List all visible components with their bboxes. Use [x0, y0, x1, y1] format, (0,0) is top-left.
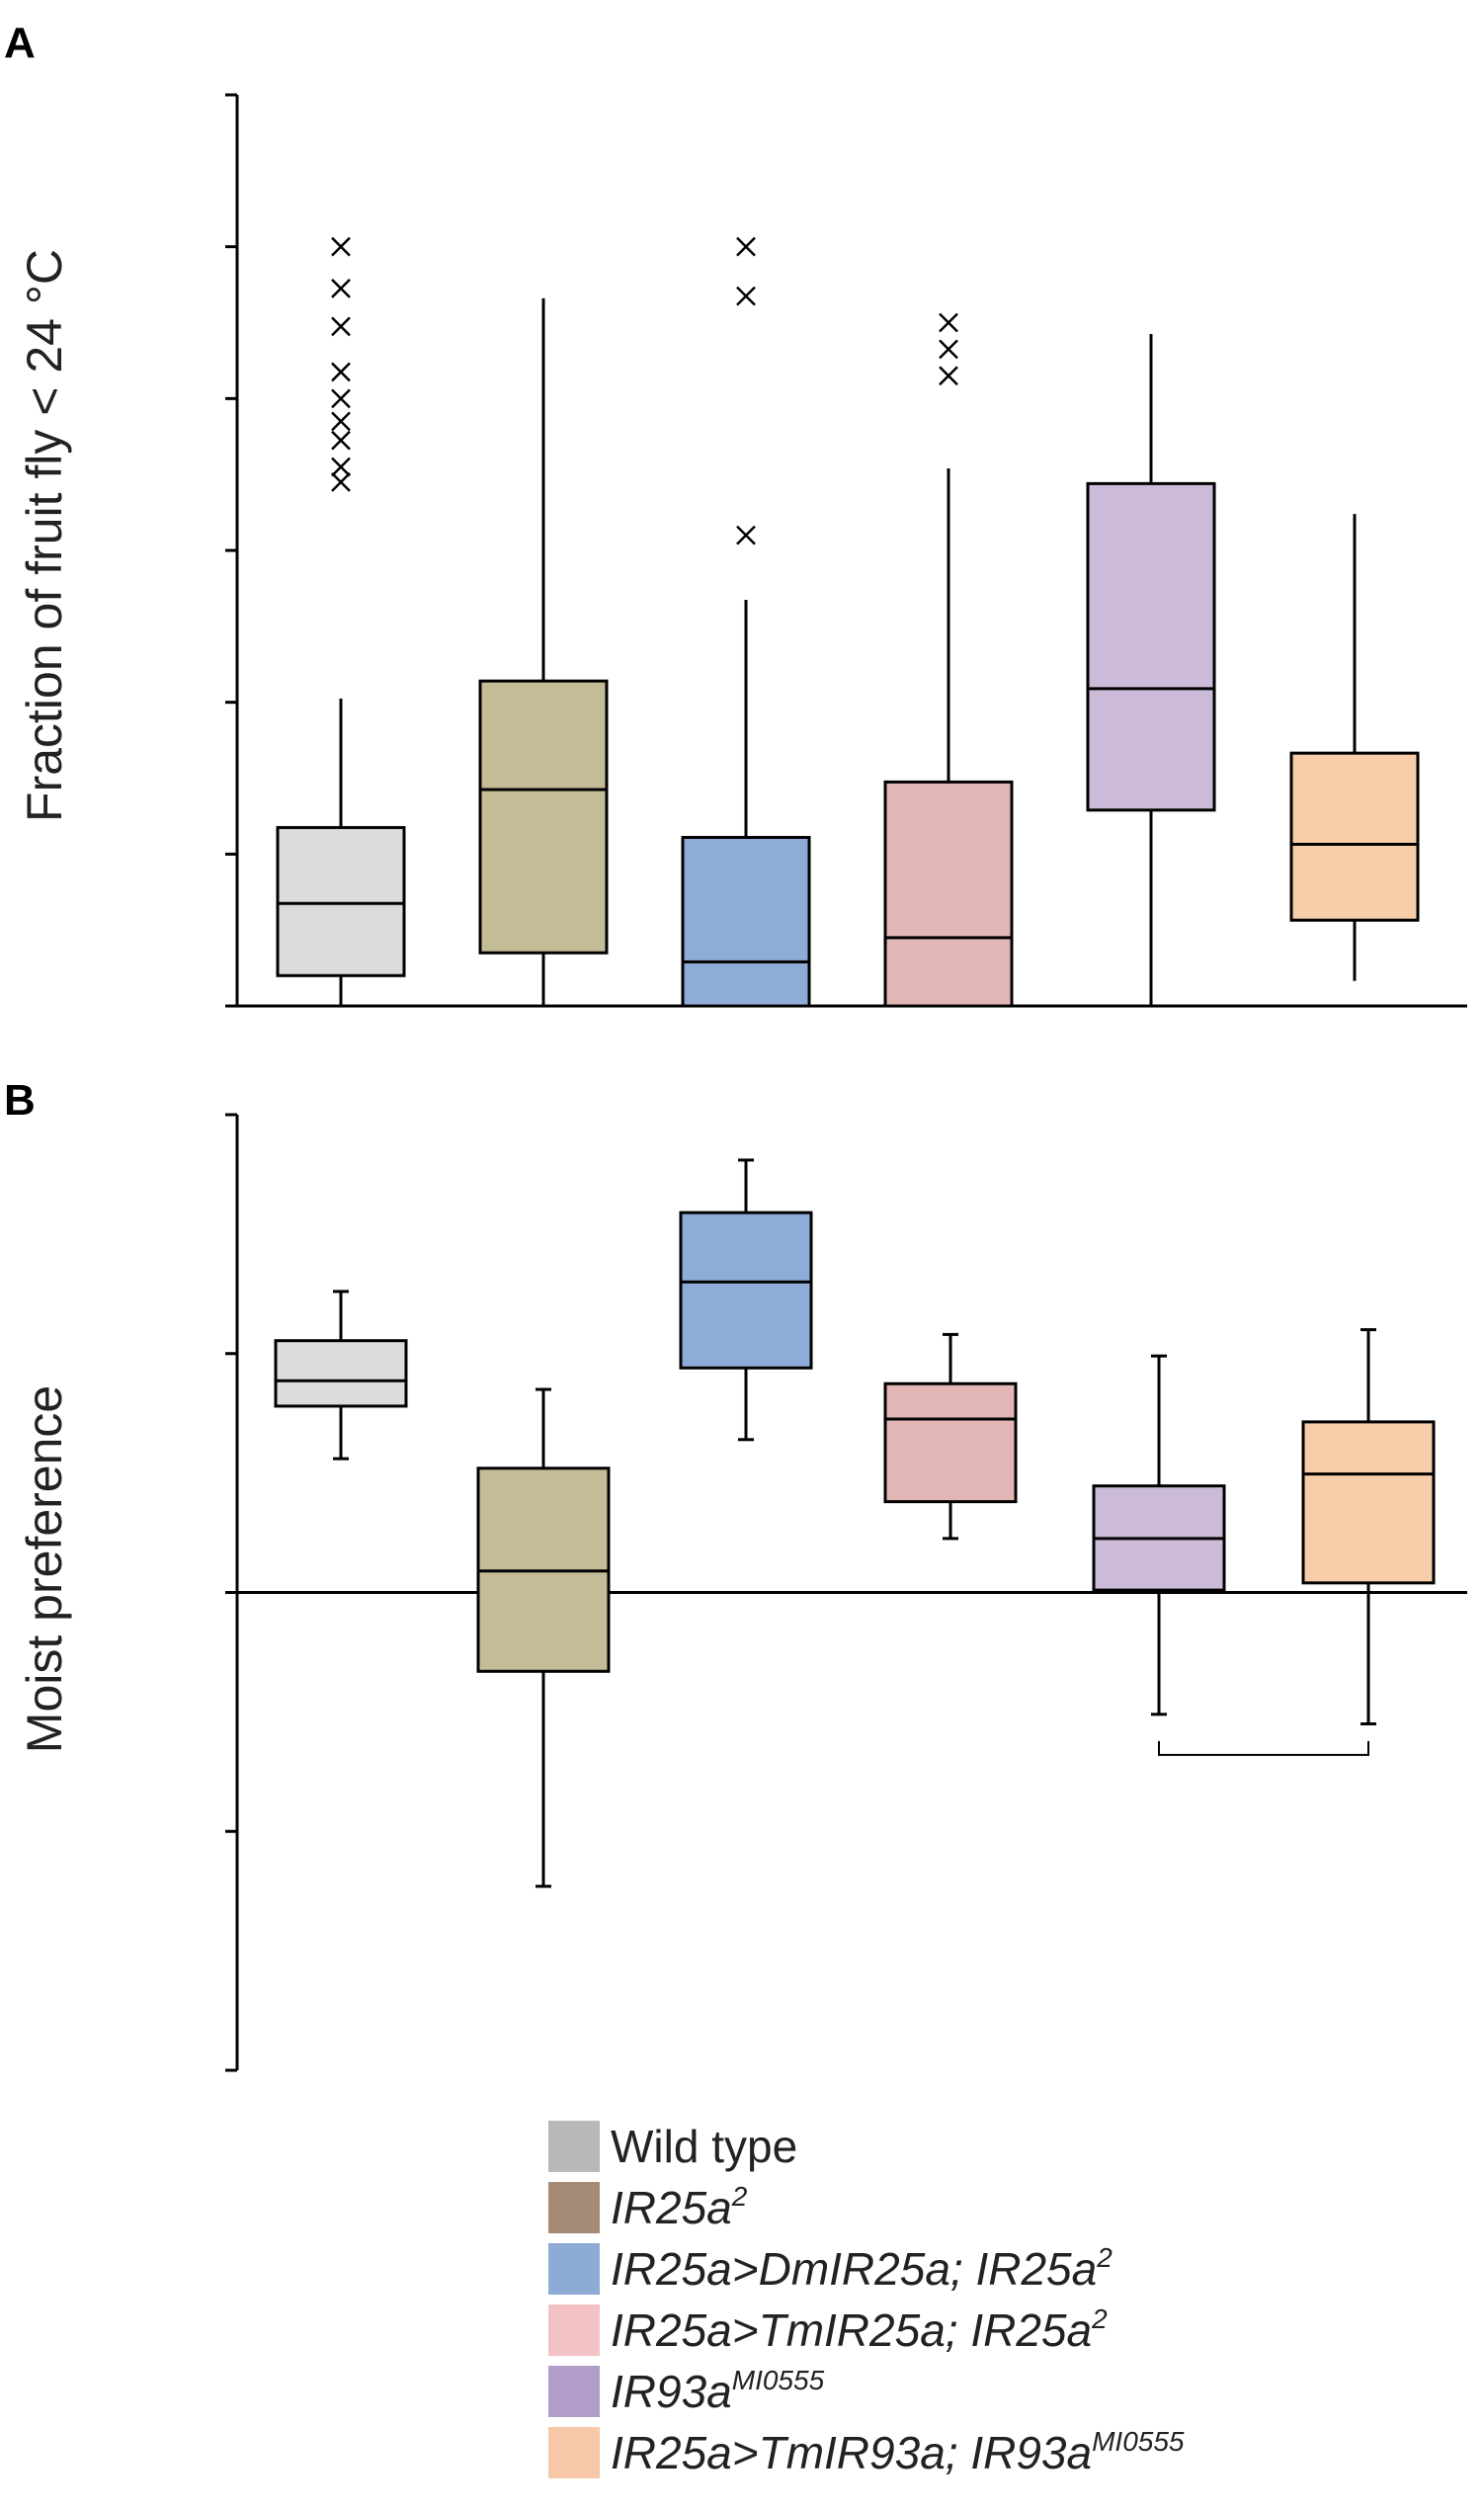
- outlier-stroke: [331, 236, 351, 257]
- box-dm-ir25a: [681, 236, 811, 1008]
- box-tm-ir25a: [883, 312, 1014, 1008]
- outlier-marker: [331, 388, 351, 409]
- legend-item-tm-ir25a: IR25a>TmIR25a; IR25a2: [548, 2303, 1108, 2356]
- outlier-stroke: [331, 457, 351, 477]
- legend-label-superscript: MI0555: [732, 2365, 825, 2395]
- box-iqr: [1301, 1420, 1436, 1585]
- panel-a-y-axis-label: Fraction of fruit fly < 24 °C: [17, 249, 72, 822]
- box-iqr: [276, 825, 406, 977]
- legend-swatch: [548, 2121, 600, 2172]
- panel-a: A Fraction of fruit fly < 24 °C: [4, 19, 1467, 1008]
- comparison-bracket: [1158, 1740, 1369, 1756]
- outlier-marker: [736, 525, 756, 545]
- panel-a-label: A: [4, 19, 36, 67]
- legend-swatch: [548, 2366, 600, 2417]
- legend-label-text: IR25a: [611, 2182, 732, 2233]
- outlier-marker: [331, 362, 351, 382]
- box-tm-ir93a: [1289, 514, 1420, 981]
- outlier-marker: [331, 471, 351, 492]
- outlier-stroke: [331, 411, 351, 432]
- box-tm-ir25a: [883, 1332, 1018, 1541]
- outlier-stroke: [331, 388, 351, 409]
- outlier-marker: [331, 316, 351, 337]
- legend-label-text: IR25a>TmIR93a; IR93a: [611, 2427, 1092, 2478]
- legend-label-superscript: 2: [731, 2181, 748, 2212]
- legend-label-text: IR93a: [611, 2366, 732, 2417]
- legend-swatch: [548, 2243, 600, 2295]
- outlier-stroke: [331, 471, 351, 492]
- legend-label-superscript: 2: [1096, 2242, 1113, 2273]
- box-iqr: [681, 835, 811, 1008]
- outlier-marker: [939, 312, 958, 333]
- outlier-stroke: [331, 279, 351, 298]
- outlier-stroke: [736, 236, 756, 257]
- outlier-stroke: [939, 312, 958, 333]
- legend-label: IR25a>DmIR25a; IR25a2: [611, 2242, 1113, 2295]
- outlier-marker: [331, 236, 351, 257]
- legend-item-ir93a: IR93aMI0555: [548, 2365, 825, 2417]
- legend-label-text: IR25a>TmIR25a; IR25a: [611, 2304, 1092, 2356]
- legend-label: IR25a>TmIR93a; IR93aMI0555: [611, 2426, 1185, 2478]
- legend-label-superscript: 2: [1091, 2303, 1108, 2334]
- legend-label: IR25a>TmIR25a; IR25a2: [611, 2303, 1108, 2356]
- box-ir25a2: [476, 1387, 611, 1888]
- legend-item-ir25a2: IR25a2: [548, 2181, 748, 2233]
- outlier-stroke: [736, 286, 756, 306]
- outlier-marker: [331, 411, 351, 432]
- legend-item-tm-ir93a: IR25a>TmIR93a; IR93aMI0555: [548, 2426, 1185, 2478]
- panel-b: B Moist preference: [4, 1076, 1467, 2072]
- panel-b-y-axis-label: Moist preference: [17, 1385, 72, 1753]
- outlier-marker: [736, 236, 756, 257]
- outlier-marker: [939, 339, 958, 360]
- box-iqr: [679, 1211, 813, 1370]
- outlier-marker: [331, 457, 351, 477]
- box-ir93a: [1092, 1354, 1226, 1717]
- legend-swatch: [548, 2304, 600, 2356]
- box-wild-type: [276, 236, 406, 1006]
- legend-swatch: [548, 2182, 600, 2233]
- outlier-marker: [939, 366, 958, 386]
- outlier-stroke: [331, 362, 351, 382]
- legend-item-dm-ir25a: IR25a>DmIR25a; IR25a2: [548, 2242, 1113, 2295]
- box-wild-type: [274, 1290, 408, 1461]
- legend-label: Wild type: [611, 2121, 797, 2172]
- panel-b-plot-area: [225, 1113, 1467, 2072]
- outlier-marker: [331, 279, 351, 298]
- bracket-line: [1158, 1740, 1369, 1756]
- box-iqr: [1086, 481, 1216, 812]
- legend-label-text: IR25a>DmIR25a; IR25a: [611, 2243, 1097, 2295]
- legend-label-superscript: MI0555: [1092, 2426, 1185, 2457]
- legend-label: IR93aMI0555: [611, 2365, 825, 2417]
- box-iqr: [1289, 751, 1420, 922]
- panel-b-label: B: [4, 1076, 36, 1125]
- legend-label: IR25a2: [611, 2181, 748, 2233]
- outlier-stroke: [331, 316, 351, 337]
- box-ir93a: [1086, 334, 1216, 1006]
- outlier-stroke: [939, 366, 958, 386]
- box-dm-ir25a: [679, 1158, 813, 1442]
- outlier-marker: [331, 430, 351, 451]
- outlier-stroke: [736, 525, 756, 545]
- outlier-stroke: [331, 430, 351, 451]
- outlier-marker: [736, 286, 756, 306]
- legend-item-wild-type: Wild type: [548, 2121, 797, 2172]
- legend-label-text: Wild type: [611, 2121, 797, 2172]
- panel-a-plot-area: [225, 93, 1467, 1008]
- box-tm-ir93a: [1301, 1328, 1436, 1725]
- box-ir25a2: [478, 297, 609, 1006]
- box-iqr: [274, 1339, 408, 1408]
- legend-swatch: [548, 2427, 600, 2478]
- box-iqr: [478, 679, 609, 955]
- box-iqr: [883, 1382, 1018, 1504]
- outlier-stroke: [939, 339, 958, 360]
- box-iqr: [883, 780, 1014, 1008]
